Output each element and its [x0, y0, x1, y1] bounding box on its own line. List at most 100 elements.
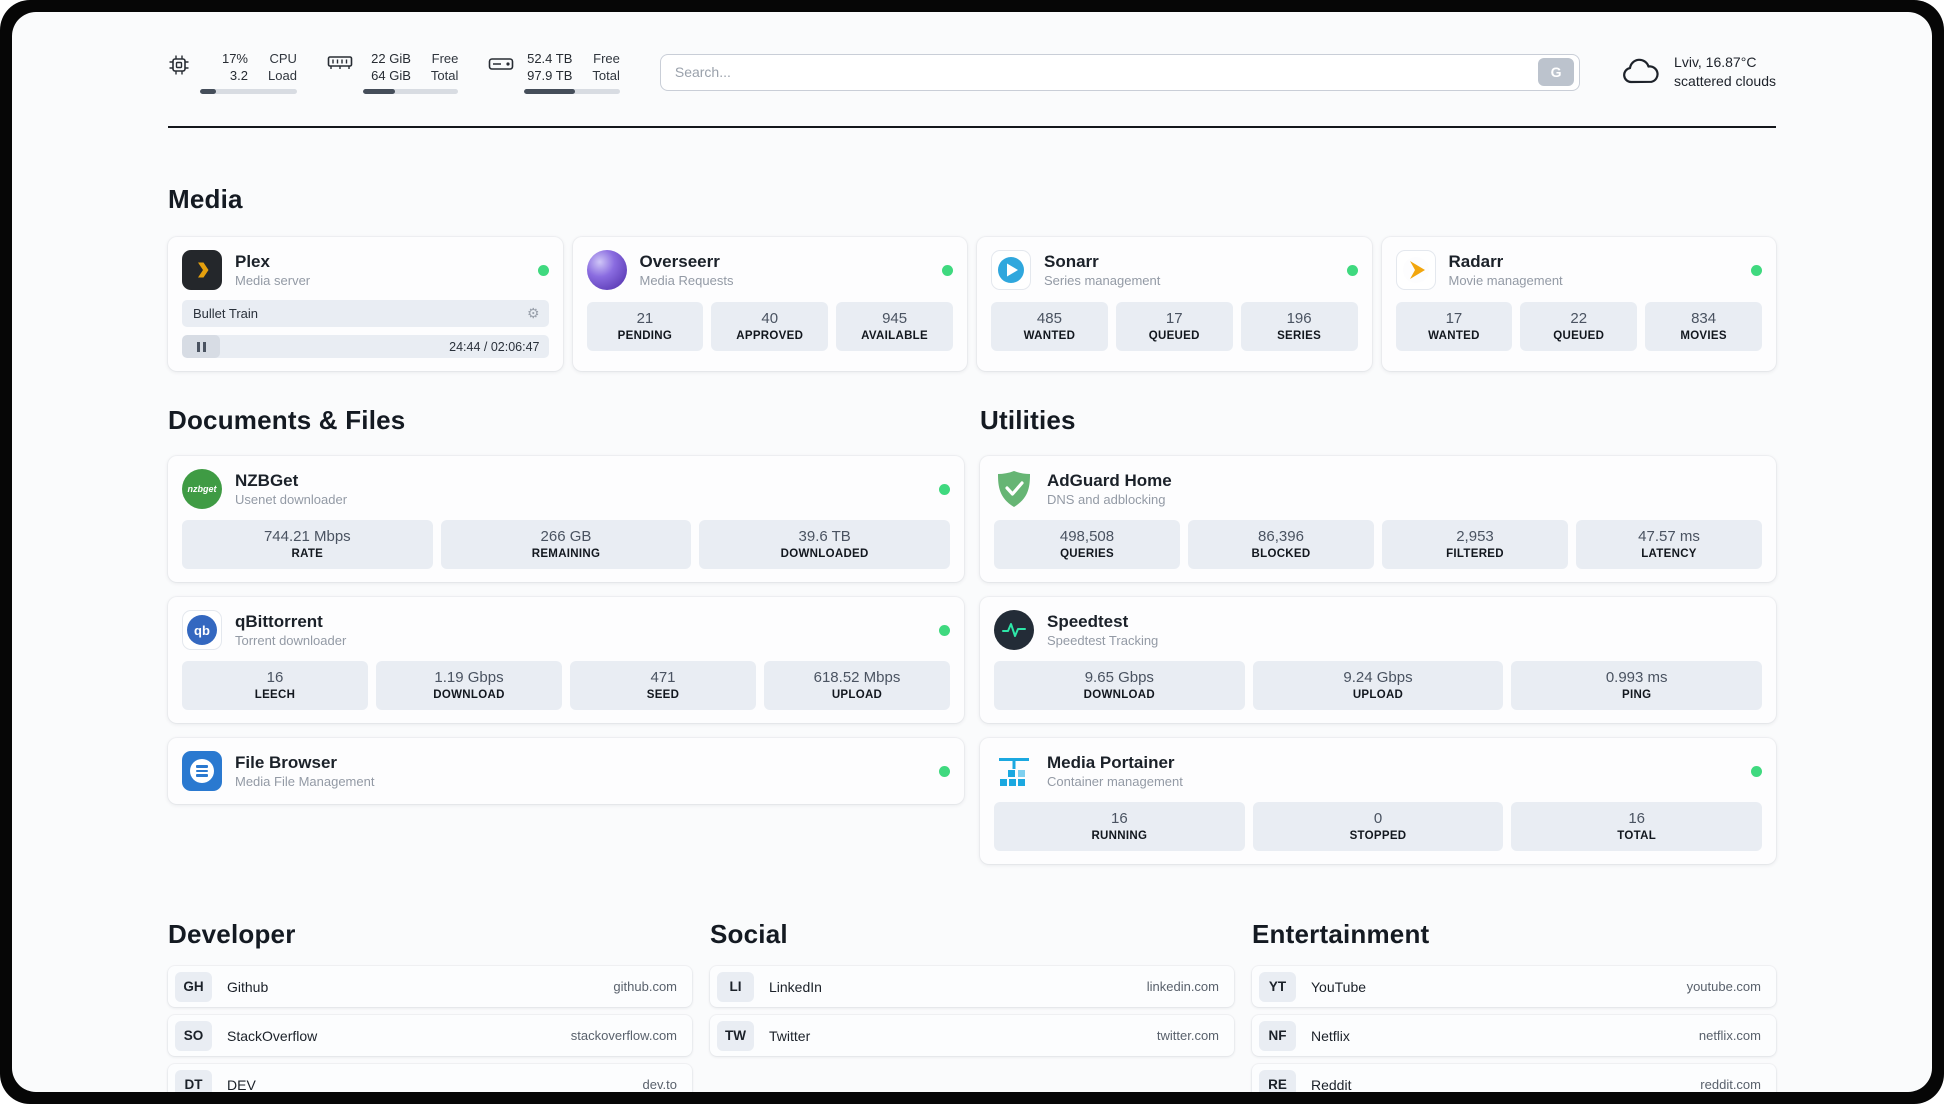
nzbget-card[interactable]: nzbget NZBGet Usenet downloader 744.21 M… [168, 456, 964, 582]
disk-readout: 52.4 TB 97.9 TB Free Total [524, 50, 620, 94]
stat-value: 1.19 Gbps [434, 669, 504, 686]
filebrowser-icon [182, 751, 222, 791]
stat-value: 485 [1036, 310, 1062, 327]
pause-button[interactable] [182, 335, 220, 358]
cloud-icon [1623, 58, 1659, 84]
middle-columns: Documents & Files nzbget NZBGet Usenet d… [168, 405, 1776, 879]
bookmark-url: github.com [613, 979, 677, 994]
search-input[interactable] [674, 64, 1539, 80]
bookmark-name: Reddit [1311, 1076, 1352, 1093]
utilities-column: Utilities AdGuard Home DNS and adblockin… [980, 405, 1776, 879]
sonarr-header[interactable]: Sonarr Series management [991, 250, 1358, 290]
memory-progress-fill [362, 89, 396, 94]
memory-icon [327, 56, 353, 69]
bookmark-name: LinkedIn [769, 978, 822, 995]
sonarr-card[interactable]: Sonarr Series management 485 WANTED 17 Q… [977, 237, 1372, 371]
speedtest-card[interactable]: Speedtest Speedtest Tracking 9.65 Gbps D… [980, 597, 1776, 723]
weather-widget[interactable]: Lviv, 16.87°C scattered clouds [1620, 53, 1776, 91]
stat-label: QUERIES [1060, 548, 1114, 560]
bookmark-github[interactable]: GH Github github.com [168, 966, 692, 1007]
plex-card[interactable]: Plex Media server Bullet Train ⚙ 24:44 /… [168, 237, 563, 371]
app-name: NZBGet [235, 471, 299, 490]
stat-value: 618.52 Mbps [813, 669, 901, 686]
bookmark-netflix[interactable]: NF Netflix netflix.com [1252, 1015, 1776, 1056]
bookmarks-area: Developer GH Github github.com SO StackO… [168, 919, 1776, 1092]
stat-tile: 9.65 Gbps DOWNLOAD [994, 661, 1245, 710]
dashboard-content: 17% 3.2 CPU Load [168, 12, 1776, 1092]
overseerr-header[interactable]: Overseerr Media Requests [586, 250, 953, 290]
stat-tile: 16 RUNNING [994, 802, 1245, 851]
stat-label: QUEUED [1553, 330, 1605, 342]
app-subtitle: DNS and adblocking [1047, 492, 1166, 507]
qbittorrent-title-block: qBittorrent Torrent downloader [235, 611, 346, 649]
bookmark-badge: TW [717, 1020, 754, 1051]
qbittorrent-header[interactable]: qb qBittorrent Torrent downloader [182, 610, 950, 650]
overseerr-stats: 21 PENDING 40 APPROVED 945 AVAILABLE [586, 302, 953, 351]
plex-header[interactable]: Plex Media server [182, 250, 549, 290]
app-name: qBittorrent [235, 612, 323, 631]
now-playing-title: Bullet Train [193, 306, 259, 321]
adguard-card[interactable]: AdGuard Home DNS and adblocking 498,508 … [980, 456, 1776, 582]
stat-tile: 40 APPROVED [711, 302, 829, 351]
memory-readout: 22 GiB 64 GiB Free Total [362, 50, 459, 94]
filebrowser-card[interactable]: File Browser Media File Management [168, 738, 964, 804]
stat-value: 834 [1691, 310, 1717, 327]
portainer-header[interactable]: Media Portainer Container management [994, 751, 1762, 791]
stat-label: PING [1622, 689, 1652, 701]
stat-value: 498,508 [1059, 528, 1115, 545]
search-engine-button[interactable]: G [1538, 58, 1575, 86]
stat-tile: 17 WANTED [1395, 302, 1513, 351]
disk-progress-track [524, 89, 620, 94]
media-section-title: Media [168, 184, 243, 214]
bookmark-name: Github [227, 978, 269, 995]
memory-free-value: 22 GiB [371, 51, 411, 66]
bookmark-name: Netflix [1311, 1027, 1350, 1044]
filebrowser-header[interactable]: File Browser Media File Management [182, 751, 950, 791]
bookmark-youtube[interactable]: YT YouTube youtube.com [1252, 966, 1776, 1007]
disk-icon [489, 58, 514, 70]
qbittorrent-stats: 16 LEECH 1.19 Gbps DOWNLOAD 471 SEED 618… [182, 661, 950, 710]
app-name: File Browser [235, 753, 338, 772]
memory-progress-track [362, 89, 459, 94]
stat-tile: 485 WANTED [991, 302, 1108, 351]
disk-free-label: Free [593, 51, 620, 66]
stat-tile: 17 QUEUED [1115, 302, 1233, 351]
stat-value: 945 [882, 310, 908, 327]
portainer-card[interactable]: Media Portainer Container management 16 … [980, 738, 1776, 864]
bookmark-reddit[interactable]: RE Reddit reddit.com [1252, 1064, 1776, 1092]
speedtest-header[interactable]: Speedtest Speedtest Tracking [994, 610, 1762, 650]
stat-value: 16 [266, 669, 284, 686]
qbittorrent-card[interactable]: qb qBittorrent Torrent downloader 16 LEE… [168, 597, 964, 723]
stat-label: DOWNLOADED [780, 548, 869, 560]
weather-location: Lviv, 16.87°C [1674, 54, 1757, 70]
bookmark-linkedin[interactable]: LI LinkedIn linkedin.com [710, 966, 1234, 1007]
radarr-header[interactable]: Radarr Movie management [1395, 250, 1762, 290]
stat-value: 16 [1110, 810, 1128, 827]
overseerr-title-block: Overseerr Media Requests [640, 251, 734, 289]
disk-total-label: Total [592, 68, 620, 83]
portainer-stats: 16 RUNNING 0 STOPPED 16 TOTAL [994, 802, 1762, 851]
entertainment-section-title: Entertainment [1252, 919, 1430, 949]
stat-value: 40 [761, 310, 779, 327]
adguard-icon [994, 469, 1034, 509]
radarr-card[interactable]: Radarr Movie management 17 WANTED 22 QUE… [1381, 237, 1776, 371]
stat-label: DOWNLOAD [1083, 689, 1156, 701]
stat-label: LATENCY [1641, 548, 1697, 560]
stat-label: PENDING [617, 330, 673, 342]
app-subtitle: Series management [1044, 273, 1161, 288]
gear-icon[interactable]: ⚙ [526, 305, 540, 321]
bookmark-stackoverflow[interactable]: SO StackOverflow stackoverflow.com [168, 1015, 692, 1056]
bookmark-dev[interactable]: DT DEV dev.to [168, 1064, 692, 1092]
bookmark-url: netflix.com [1698, 1028, 1761, 1043]
social-column: Social LI LinkedIn linkedin.com TW Twitt… [710, 919, 1234, 1064]
overseerr-card[interactable]: Overseerr Media Requests 21 PENDING 40 A… [572, 237, 967, 371]
speedtest-stats: 9.65 Gbps DOWNLOAD 9.24 Gbps UPLOAD 0.99… [994, 661, 1762, 710]
nzbget-header[interactable]: nzbget NZBGet Usenet downloader [182, 469, 950, 509]
cpu-load-value: 3.2 [229, 68, 248, 83]
stat-label: TOTAL [1617, 830, 1657, 842]
header-divider [168, 126, 1776, 128]
bookmark-twitter[interactable]: TW Twitter twitter.com [710, 1015, 1234, 1056]
stat-label: FILTERED [1446, 548, 1504, 560]
bookmark-name: StackOverflow [227, 1027, 318, 1044]
adguard-header[interactable]: AdGuard Home DNS and adblocking [994, 469, 1762, 509]
